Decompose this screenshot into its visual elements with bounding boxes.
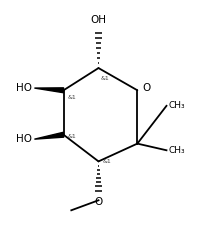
Text: O: O <box>94 197 103 207</box>
Text: O: O <box>142 83 151 93</box>
Text: &1: &1 <box>102 159 111 164</box>
Polygon shape <box>34 132 64 139</box>
Text: &1: &1 <box>67 134 76 139</box>
Text: HO: HO <box>17 83 33 93</box>
Text: CH₃: CH₃ <box>168 146 185 155</box>
Text: CH₃: CH₃ <box>168 101 185 110</box>
Text: OH: OH <box>90 15 107 25</box>
Text: &1: &1 <box>100 76 109 81</box>
Text: &1: &1 <box>67 95 76 100</box>
Text: HO: HO <box>17 134 33 144</box>
Polygon shape <box>34 88 64 93</box>
